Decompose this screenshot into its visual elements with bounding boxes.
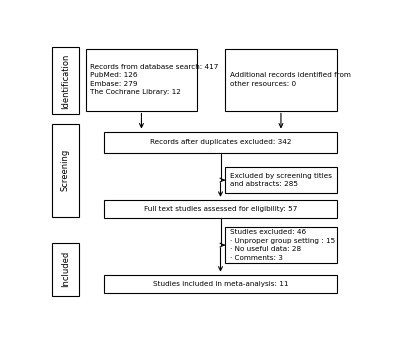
Bar bbox=[52, 124, 80, 217]
Bar bbox=[52, 47, 80, 115]
Text: Included: Included bbox=[61, 251, 70, 287]
Text: Full text studies assessed for eligibility: 57: Full text studies assessed for eligibili… bbox=[144, 206, 297, 212]
Text: Screening: Screening bbox=[61, 149, 70, 191]
Text: Studies included in meta-analysis: 11: Studies included in meta-analysis: 11 bbox=[153, 281, 288, 287]
Text: Excluded by screening titles
and abstracts: 285: Excluded by screening titles and abstrac… bbox=[230, 173, 332, 187]
Bar bbox=[225, 227, 337, 263]
Bar bbox=[225, 167, 337, 193]
Text: Additional records identified from
other resources: 0: Additional records identified from other… bbox=[230, 72, 351, 87]
Text: Identification: Identification bbox=[61, 53, 70, 109]
Bar bbox=[104, 200, 337, 218]
Bar bbox=[104, 275, 337, 293]
Text: Records after duplicates excluded: 342: Records after duplicates excluded: 342 bbox=[150, 139, 291, 145]
Text: Records from database search: 417
PubMed: 126
Embase: 279
The Cochrane Library: : Records from database search: 417 PubMed… bbox=[90, 64, 219, 95]
Bar bbox=[225, 49, 337, 110]
Bar bbox=[52, 243, 80, 296]
Bar bbox=[104, 132, 337, 152]
Text: Studies excluded: 46
· Unproper group setting : 15
· No useful data: 28
· Commen: Studies excluded: 46 · Unproper group se… bbox=[230, 229, 335, 261]
Bar bbox=[86, 49, 197, 110]
